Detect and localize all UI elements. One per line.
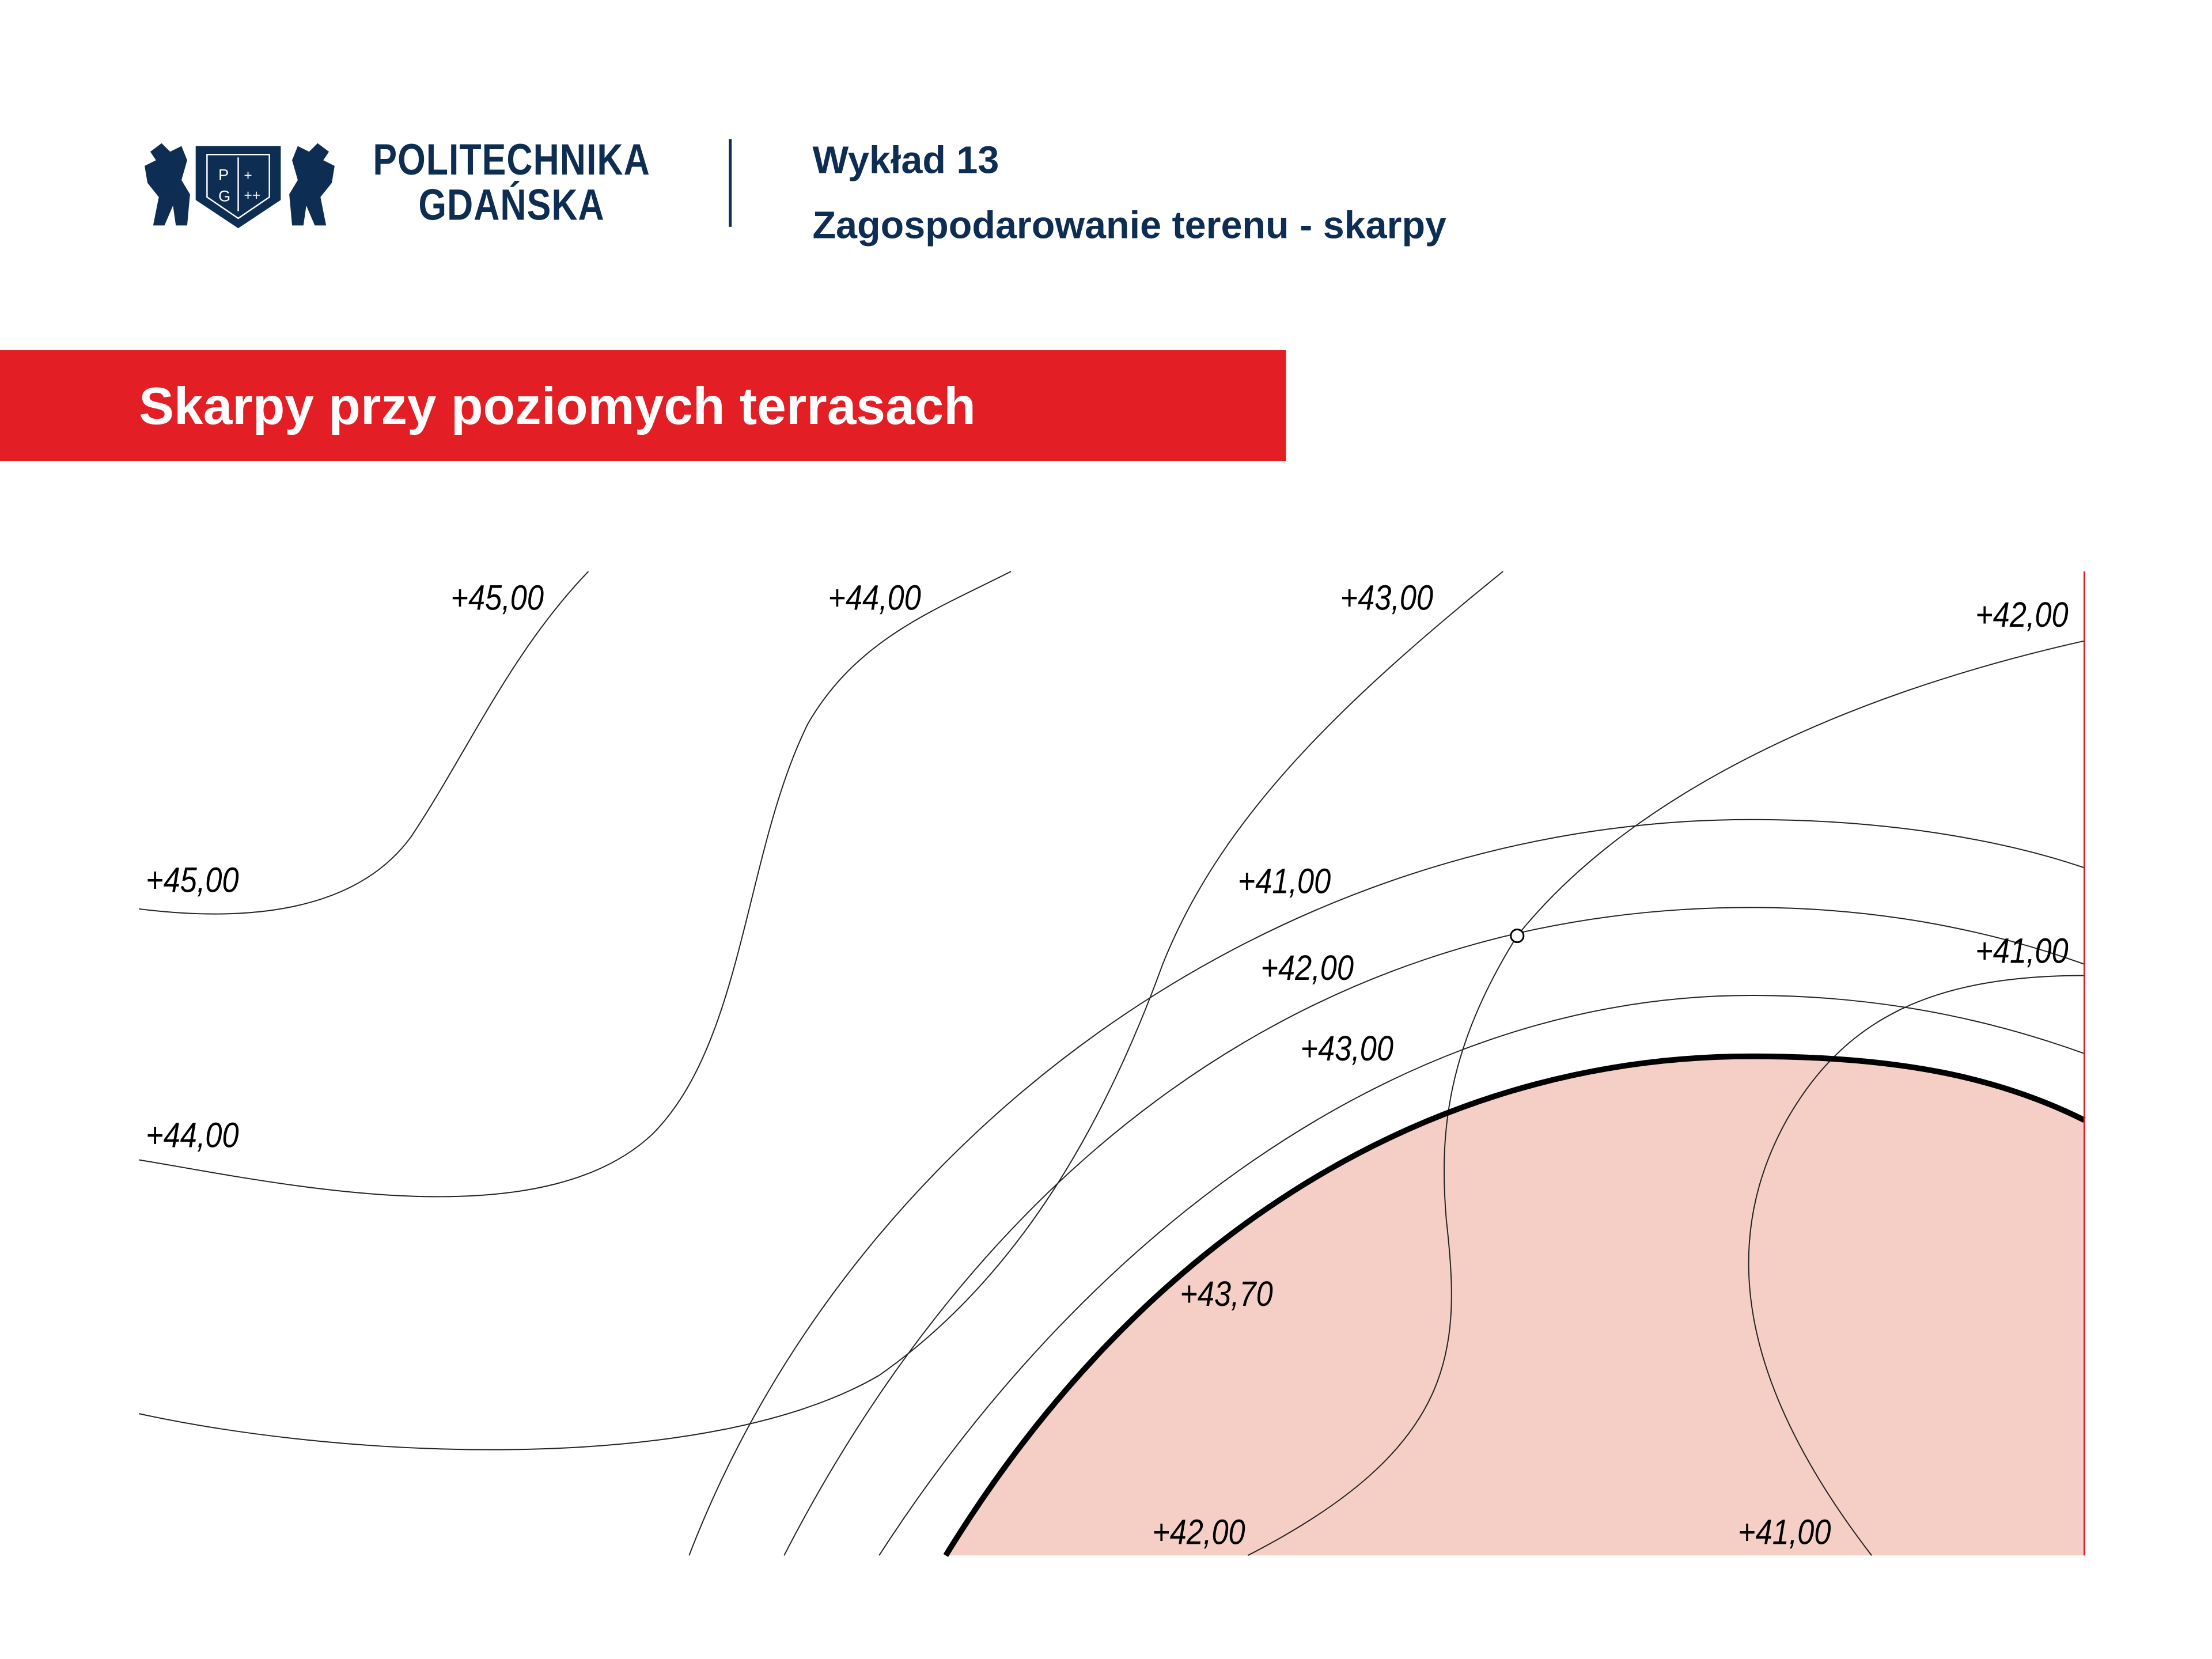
label-41-right: +41,00 bbox=[1975, 931, 2069, 971]
label-arc-41: +41,00 bbox=[1238, 862, 1331, 902]
title-band bbox=[0, 350, 1286, 461]
terrace-area bbox=[945, 1056, 2085, 1556]
label-41-bottom: +41,00 bbox=[1738, 1513, 1831, 1552]
label-44-left: +44,00 bbox=[146, 1115, 239, 1155]
svg-text:G: G bbox=[218, 187, 230, 205]
header-divider bbox=[729, 139, 732, 227]
university-name-line1: POLITECHNIKA bbox=[373, 134, 650, 184]
label-45-top: +45,00 bbox=[451, 578, 544, 618]
label-42-bottom: +42,00 bbox=[1152, 1513, 1245, 1552]
lecture-subject: Zagospodarowanie terenu - skarpy bbox=[812, 204, 1446, 247]
label-arc-42: +42,00 bbox=[1261, 948, 1354, 988]
label-42-top-right: +42,00 bbox=[1975, 595, 2069, 635]
label-arc-43: +43,00 bbox=[1301, 1029, 1394, 1069]
university-name: POLITECHNIKA GDAŃSKA bbox=[373, 134, 650, 230]
lecture-number: Wykład 13 bbox=[812, 139, 999, 182]
university-name-line2: GDAŃSKA bbox=[418, 180, 605, 230]
svg-text:+: + bbox=[244, 168, 252, 184]
contour-42 bbox=[1247, 640, 2085, 1556]
intersection-point bbox=[1510, 929, 1525, 944]
label-45-left: +45,00 bbox=[146, 860, 239, 900]
terrace-edge bbox=[943, 1053, 2086, 1557]
label-43-top: +43,00 bbox=[1340, 578, 1434, 618]
svg-text:P: P bbox=[218, 166, 229, 184]
slope-arc-42 bbox=[783, 907, 2085, 1556]
contour-44 bbox=[139, 571, 1012, 1198]
slide-title: Skarpy przy poziomych terrasach bbox=[139, 377, 976, 435]
contour-45 bbox=[139, 571, 589, 915]
label-terrace: +43,70 bbox=[1180, 1274, 1273, 1314]
slope-arc-43 bbox=[878, 994, 2085, 1556]
svg-text:++: ++ bbox=[244, 188, 260, 203]
slope-arc-41 bbox=[688, 819, 2085, 1556]
contour-43 bbox=[139, 571, 1503, 1450]
university-logo-emblem: P G + ++ bbox=[145, 143, 335, 229]
label-44-top: +44,00 bbox=[828, 578, 921, 618]
contour-41 bbox=[1748, 975, 2085, 1556]
